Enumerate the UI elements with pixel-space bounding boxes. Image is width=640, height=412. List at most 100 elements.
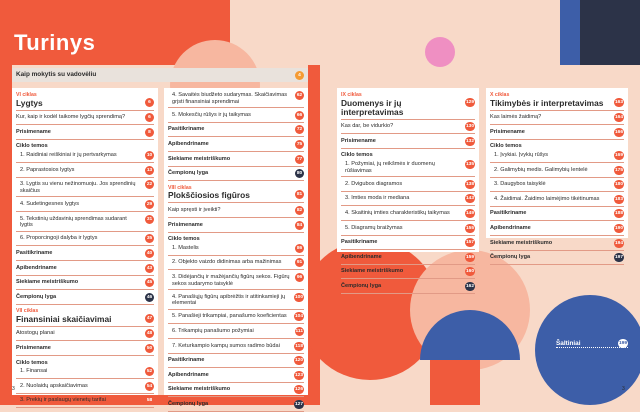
toc-text: Atostogų planai (16, 330, 55, 337)
toc-end-row[interactable]: Čempionų lyga 80 (168, 169, 304, 182)
toc-end-row[interactable]: Pasitikriname 188 (490, 209, 624, 222)
topic-row[interactable]: 1. Finansai 52 (16, 367, 154, 380)
topics-list: 1. Įvykiai. Įvykių rūšys 169 2. Galimybių … (490, 150, 624, 207)
topic-row[interactable]: 2. Objekto vaizdo didinimas arba mažinim… (168, 258, 304, 271)
topic-row[interactable]: 6. Proporcingoji dalyba ir lygtys 35 (16, 234, 154, 247)
toc-end-row[interactable]: Siekiame meistriškumo 194 (490, 238, 624, 251)
toc-end-row[interactable]: Čempionų lyga 162 (341, 281, 475, 294)
page-badge: 72 (295, 125, 304, 135)
toc-text: Siekiame meistriškumo (168, 155, 231, 162)
chapter-row[interactable]: Finansiniai skaičiavimai 47 (16, 313, 154, 327)
toc-text: Apibendriname (490, 224, 531, 231)
toc-end-row[interactable]: Apibendriname 159 (341, 252, 475, 265)
topics-list: 1. Finansai 52 2. Nuolaidų apskaičiavimas 5… (16, 367, 154, 409)
page-badge: 138 (464, 179, 475, 189)
toc-text: 2. Objekto vaizdo didinimas arba mažinim… (172, 259, 282, 266)
toc-text: 1. Finansai (20, 368, 48, 375)
toc-row[interactable]: Prisimename 132 (341, 136, 475, 149)
toc-end-row[interactable]: Apibendriname 43 (16, 263, 154, 276)
toc-text: Kur, kaip ir kodėl taikome lygčių sprend… (16, 114, 126, 121)
sources-label: Šaltiniai (556, 340, 581, 347)
page-badge: 169 (613, 150, 624, 160)
chapter-row[interactable]: Tikimybės ir interpretavimas 163 (490, 97, 624, 111)
topic-row[interactable]: 5. Panašieji trikampiai, panašumo koefic… (168, 312, 304, 325)
page-badge: 58 (145, 396, 154, 406)
topic-row[interactable]: 2. Dvigubos diagramos 138 (341, 179, 475, 192)
topic-row[interactable]: 3. Imties moda ir mediana 143 (341, 194, 475, 207)
topic-row[interactable]: 4. Skaitinių imties charakteristikų taik… (341, 208, 475, 221)
topic-row[interactable]: 4. Žaidimai. Žaidimo laimėjimo tikėtinum… (490, 194, 624, 207)
topic-row[interactable]: 5. Tekstinių uždavinių sprendimas sudara… (16, 214, 154, 232)
toc-row[interactable]: Kas dar, be vidurkio? 130 (341, 122, 475, 135)
toc-row[interactable]: Prisimename 84 (168, 220, 304, 233)
page-badge: 100 (293, 292, 304, 302)
topic-row[interactable]: 1. Raidiniai reiškiniai ir jų pertvarkym… (16, 150, 154, 163)
cycle-label: VI ciklas (16, 92, 37, 98)
topic-row[interactable]: 6. Trikampių panašumo požymiai 111 (168, 327, 304, 340)
toc-end-row[interactable]: Čempionų lyga 46 (16, 292, 154, 305)
chapter-title: Duomenys ir jų interpretavimas (341, 97, 404, 117)
page-badge: 52 (145, 367, 154, 377)
toc-end-row[interactable]: Apibendriname 75 (168, 139, 304, 152)
toc-end-row[interactable]: Siekiame meistriškumo 126 (168, 385, 304, 398)
toc-text: 3. Imties moda ir mediana (345, 195, 410, 202)
page-badge: 29 (145, 199, 154, 209)
page-badge: 126 (293, 385, 304, 395)
topic-row[interactable]: 3. Daugybos taisyklė 180 (490, 180, 624, 193)
page-badge: 46 (145, 292, 154, 302)
topic-row[interactable]: 3. Didėjančių ir mažėjančių figūrų sekos… (168, 272, 304, 291)
toc-text: 6. Proporcingoji dalyba ir lygtys (20, 235, 98, 242)
topic-row[interactable]: 5. Diagramų braižymas 155 (341, 223, 475, 236)
topic-row[interactable]: 1. Mastelis 86 (168, 243, 304, 256)
topic-row[interactable]: 4. Sudetingesnes lygtys 29 (16, 199, 154, 212)
topic-row[interactable]: 1. Požymiai, jų reikšmės ir duomenų rūši… (341, 159, 475, 178)
toc-row[interactable]: Atostogų planai 48 (16, 329, 154, 342)
chapter-row[interactable]: Plokščiosios figūros 81 (168, 190, 304, 204)
toc-row[interactable]: Kur, kaip ir kodėl taikome lygčių sprend… (16, 113, 154, 126)
chapter-row[interactable]: Lygtys 6 (16, 97, 154, 111)
toc-end-row[interactable]: Siekiame meistriškumo 160 (341, 267, 475, 280)
toc-end-row[interactable]: Siekiame meistriškumo 45 (16, 278, 154, 291)
topic-row[interactable]: 3. Lygtis su vienu nežinomuoju. Jos spre… (16, 180, 154, 198)
topic-row[interactable]: 2. Paprastosios lygtys 13 (16, 165, 154, 178)
page-badge: 35 (145, 234, 154, 244)
toc-text: Čempionų lyga (16, 293, 57, 300)
topic-row[interactable]: 3. Prekių ir paslaugų vienetų tarifai 58 (16, 396, 154, 409)
toc-end-row[interactable]: Čempionų lyga 127 (168, 400, 304, 412)
page-badge: 157 (464, 238, 475, 248)
page-badge: 31 (145, 214, 154, 224)
toc-end-row[interactable]: Čempionų lyga 197 (490, 253, 624, 266)
toc-row[interactable]: Prisimename 50 (16, 344, 154, 357)
toc-end-row[interactable]: Apibendriname 190 (490, 223, 624, 236)
topics-list: 1. Raidiniai reiškiniai ir jų pertvarkym… (16, 150, 154, 247)
topic-row[interactable]: 5. Mokesčių rūšys ir jų taikymas 66 (168, 110, 304, 123)
topic-row[interactable]: 2. Nuolaidų apskaičiavimas 54 (16, 381, 154, 394)
intro-row[interactable]: Kaip mokytis su vadovėliu 4 (12, 68, 308, 82)
chapter-title: Finansiniai skaičiavimai (16, 313, 112, 324)
topic-row[interactable]: 4. Savaitės biudžeto sudarymas. Skaičiav… (168, 91, 304, 109)
page-badge: 149 (464, 208, 475, 218)
toc-end-row[interactable]: Pasitikriname 120 (168, 356, 304, 369)
toc-row[interactable]: Kaip spręsti ir įveikti? 82 (168, 205, 304, 218)
chapter-row[interactable]: Duomenys ir jų interpretavimas 129 (341, 97, 475, 120)
topic-row[interactable]: 1. Įvykiai. Įvykių rūšys 169 (490, 150, 624, 163)
topic-row[interactable]: 4. Panašiųjų figūrų apibrėžtis ir atitin… (168, 292, 304, 310)
toc-end-row[interactable]: Pasitikriname 72 (168, 125, 304, 138)
toc-row[interactable]: Kas laimės žaidimą? 164 (490, 113, 624, 126)
toc-row[interactable]: Prisimename 166 (490, 127, 624, 140)
toc-end-row[interactable]: Siekiame meistriškumo 77 (168, 154, 304, 167)
toc-row[interactable]: Prisimename 8 (16, 127, 154, 140)
page-badge: 166 (613, 127, 624, 137)
toc-text: Čempionų lyga (168, 170, 209, 177)
topic-row[interactable]: 7. Keturkampio kampų sumos radimo būdai 1… (168, 341, 304, 354)
toc-end-row[interactable]: Pasitikriname 40 (16, 248, 154, 261)
topics-list: 1. Požymiai, jų reikšmės ir duomenų rūši… (341, 159, 475, 236)
page-badge: 96 (295, 272, 304, 282)
toc-end-row[interactable]: Apibendriname 123 (168, 370, 304, 383)
toc-text: Čempionų lyga (490, 254, 531, 261)
topic-row[interactable]: 2. Galimybių medis. Galimybių lentelė 175 (490, 165, 624, 178)
toc-end-row[interactable]: Pasitikriname 157 (341, 238, 475, 251)
sources-row[interactable]: Šaltiniai 199 (556, 339, 628, 348)
page-badge: 197 (613, 253, 624, 263)
toc-column-4: X ciklas Tikimybės ir interpretavimas 163… (486, 88, 628, 266)
